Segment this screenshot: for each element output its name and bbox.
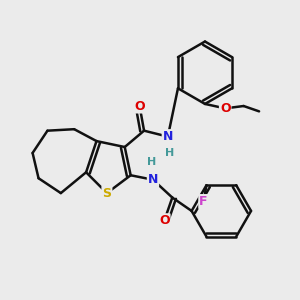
- Text: N: N: [163, 130, 173, 143]
- Text: F: F: [199, 195, 208, 208]
- Text: O: O: [159, 214, 169, 227]
- Text: H: H: [165, 148, 174, 158]
- Text: N: N: [148, 173, 158, 186]
- Text: H: H: [147, 157, 156, 167]
- Text: O: O: [220, 102, 230, 115]
- Text: O: O: [134, 100, 145, 112]
- Text: S: S: [102, 187, 111, 200]
